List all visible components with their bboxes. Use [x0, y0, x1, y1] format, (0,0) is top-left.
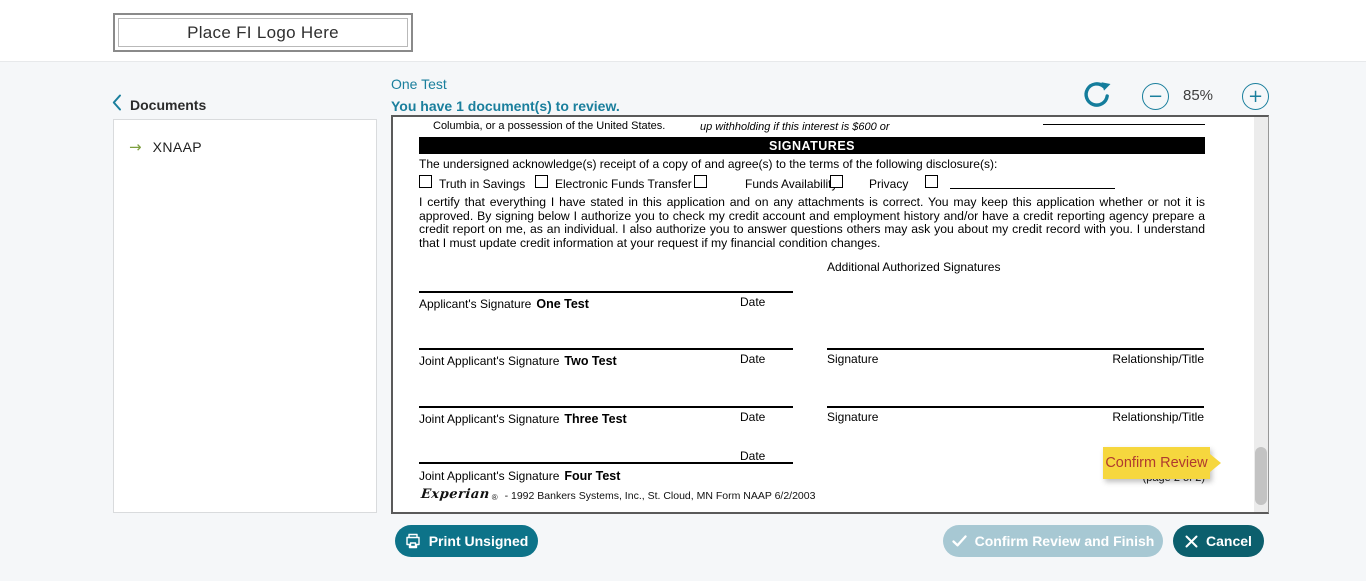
additional-signatures-title: Additional Authorized Signatures: [827, 260, 1001, 274]
minus-icon: −: [1147, 85, 1164, 107]
chevron-left-icon: [112, 94, 122, 116]
signature-label: Joint Applicant's Signature: [419, 354, 560, 368]
signer-name: Four Test: [564, 469, 621, 483]
signature-line: [419, 291, 793, 293]
blank-underline: [950, 188, 1115, 189]
disclosure-label: Truth in Savings: [439, 177, 526, 191]
signature-line: [419, 348, 793, 350]
document-page: Columbia, or a possession of the United …: [393, 117, 1253, 512]
cancel-button[interactable]: Cancel: [1173, 525, 1264, 557]
footer-text: - 1992 Bankers Systems, Inc., St. Cloud,…: [504, 490, 816, 502]
signer-name: Two Test: [564, 354, 617, 368]
zoom-level: 85%: [1183, 87, 1214, 104]
clipped-text-left: Columbia, or a possession of the United …: [433, 120, 666, 132]
registered-mark: ®: [491, 493, 498, 502]
signatures-section-header: SIGNATURES: [419, 137, 1205, 154]
refresh-button[interactable]: [1081, 79, 1113, 112]
clipped-text-right: up withholding if this interest is $600 …: [700, 121, 890, 133]
user-name: One Test: [391, 76, 447, 92]
signature-row: Joint Applicant's Signature Four Test: [419, 467, 620, 485]
experian-logo: Experian: [420, 487, 491, 502]
documents-back-label: Documents: [130, 97, 207, 113]
top-header-bar: Place FI Logo Here: [0, 0, 1366, 62]
date-label: Date: [740, 410, 766, 424]
signature-row: Applicant's Signature One Test: [419, 295, 589, 313]
plus-icon: +: [1247, 85, 1264, 107]
document-footer: Experian ® - 1992 Bankers Systems, Inc., …: [420, 487, 816, 502]
disclosure-label: Funds Availability: [745, 177, 838, 191]
acknowledgement-line: The undersigned acknowledge(s) receipt o…: [419, 157, 998, 171]
signature-label: Joint Applicant's Signature: [419, 412, 560, 426]
documents-back-nav[interactable]: Documents: [112, 94, 206, 116]
close-x-icon: [1185, 535, 1198, 548]
signature-line: [419, 462, 793, 464]
date-label: Date: [740, 295, 766, 309]
signature-line: [419, 406, 793, 408]
checkbox-truth-in-savings: [419, 175, 432, 188]
date-label: Date: [740, 352, 766, 366]
signature-line: [827, 348, 1204, 350]
checkbox: [830, 175, 843, 188]
documents-list-panel: → XNAAP: [113, 119, 377, 513]
sidebar-item-xnaap[interactable]: → XNAAP: [114, 120, 376, 155]
confirm-review-finish-button[interactable]: Confirm Review and Finish: [943, 525, 1163, 557]
fi-logo-placeholder: Place FI Logo Here: [113, 13, 413, 52]
refresh-icon: [1081, 82, 1113, 116]
viewer-scrollbar[interactable]: [1254, 117, 1268, 512]
signature-label: Applicant's Signature: [419, 297, 532, 311]
confirm-review-finish-label: Confirm Review and Finish: [974, 533, 1155, 549]
signature-row: Joint Applicant's Signature Two Test: [419, 352, 617, 370]
signer-name: Three Test: [564, 412, 627, 426]
checkbox: [694, 175, 707, 188]
checkbox: [925, 175, 938, 188]
printer-icon: [405, 533, 421, 549]
disclosure-label: Privacy: [869, 177, 909, 191]
scrollbar-thumb[interactable]: [1255, 447, 1267, 505]
signature-label: Joint Applicant's Signature: [419, 469, 560, 483]
relationship-title-label: Relationship/Title: [1112, 410, 1204, 424]
check-icon: [951, 535, 967, 547]
date-label: Date: [740, 449, 766, 463]
clipped-underline: [1043, 124, 1205, 125]
checkbox-electronic-funds-transfer: [535, 175, 548, 188]
signer-name: One Test: [536, 297, 589, 311]
relationship-title-label: Relationship/Title: [1112, 352, 1204, 366]
certification-paragraph: I certify that everything I have stated …: [419, 195, 1205, 250]
print-unsigned-label: Print Unsigned: [428, 533, 529, 549]
right-arrow-icon: →: [129, 137, 142, 156]
document-viewer: Columbia, or a possession of the United …: [391, 115, 1269, 514]
review-message: You have 1 document(s) to review.: [391, 98, 620, 114]
zoom-out-button[interactable]: −: [1142, 83, 1169, 110]
confirm-review-tooltip: Confirm Review: [1103, 447, 1210, 479]
signature-row: Joint Applicant's Signature Three Test: [419, 410, 627, 428]
zoom-in-button[interactable]: +: [1242, 83, 1269, 110]
signature-label: Signature: [827, 410, 879, 424]
document-item-label: XNAAP: [152, 139, 203, 155]
disclosure-label: Electronic Funds Transfer: [555, 177, 692, 191]
cancel-label: Cancel: [1206, 533, 1252, 549]
signature-line: [827, 406, 1204, 408]
signature-label: Signature: [827, 352, 879, 366]
print-unsigned-button[interactable]: Print Unsigned: [395, 525, 538, 557]
